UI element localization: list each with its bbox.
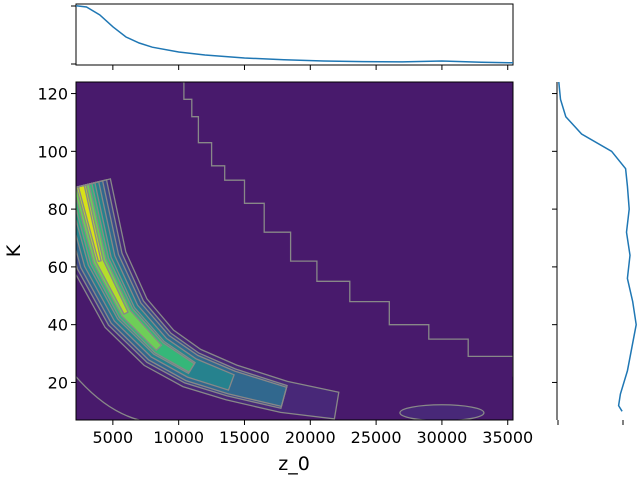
contour-band-level-9 (78, 185, 101, 262)
y-axis-label: K (3, 244, 25, 257)
contour-line-level-1 (76, 178, 340, 420)
main-joint-axes: 5000 10000 15000 20000 25000 30000 35000 20 40 6… (3, 81, 533, 475)
contour-band-level-7 (76, 184, 162, 351)
secondary-blob-contour (399, 404, 485, 420)
x-tick-label: 5000 (92, 428, 133, 447)
contour-line-level-4 (76, 180, 235, 391)
top-marginal-axes (71, 3, 514, 70)
top-marginal-density-line (76, 5, 513, 64)
contour-line-level-3 (76, 180, 288, 408)
contour-band-level-1 (76, 178, 339, 419)
contour-line-level-9 (77, 184, 102, 263)
y-tick-label: 40 (48, 316, 68, 335)
x-axis-ticks: 5000 10000 15000 20000 25000 30000 35000 (92, 420, 533, 447)
x-tick-label: 10000 (153, 428, 204, 447)
x-tick-label: 25000 (351, 428, 402, 447)
x-tick-label: 20000 (285, 428, 336, 447)
x-tick-label: 30000 (416, 428, 467, 447)
right-marginal-density-line (558, 82, 637, 412)
contour-background (76, 82, 513, 420)
contour-line-level-6 (76, 182, 196, 374)
contour-line-level-8 (76, 184, 129, 315)
contour-line-level-5 (76, 181, 196, 375)
right-marginal-ticks (552, 93, 624, 425)
top-marginal-frame (75, 3, 514, 66)
contour-line-layer (76, 82, 513, 420)
outer-contour-line (181, 82, 513, 377)
y-tick-label: 100 (37, 142, 68, 161)
main-plot-frame (75, 81, 514, 421)
lower-left-contour-line (76, 376, 140, 420)
contour-line-level-7 (76, 183, 163, 352)
x-tick-label: 15000 (219, 428, 270, 447)
secondary-density-blob (399, 404, 484, 420)
y-tick-label: 80 (48, 200, 68, 219)
y-tick-label: 20 (48, 373, 68, 392)
x-tick-label: 35000 (482, 428, 533, 447)
y-tick-label: 60 (48, 258, 68, 277)
contour-line-level-2 (76, 179, 288, 409)
right-marginal-axes (552, 82, 637, 425)
x-axis-label: z_0 (278, 453, 310, 475)
top-marginal-ticks (71, 5, 509, 70)
y-axis-ticks: 20 40 60 80 100 120 (37, 85, 76, 392)
y-tick-label: 120 (37, 85, 68, 104)
